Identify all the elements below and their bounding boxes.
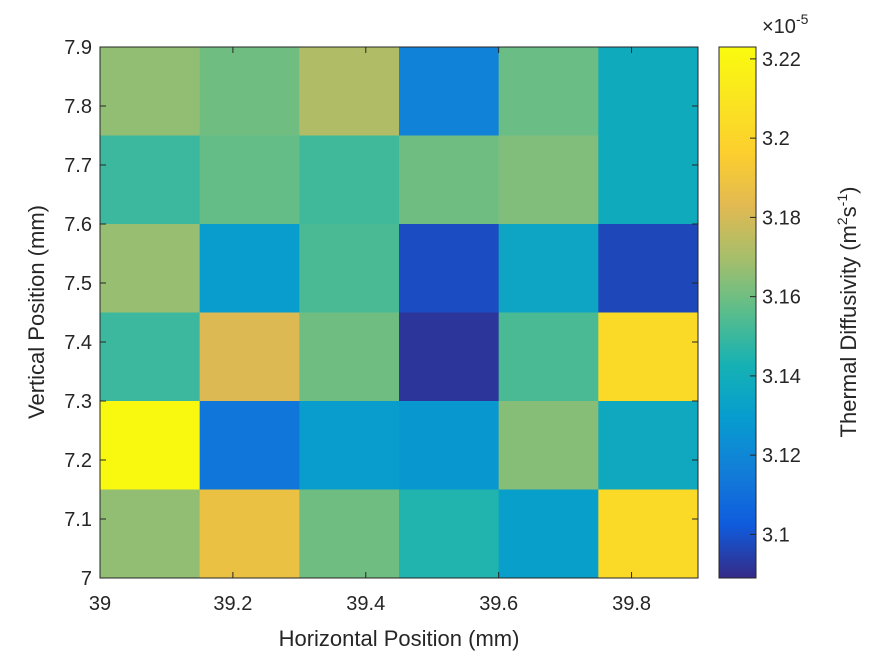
heatmap-cell — [498, 135, 599, 225]
heatmap-cell — [299, 312, 400, 402]
heatmap-cell — [498, 401, 599, 490]
x-tick-label: 39 — [89, 593, 111, 615]
heatmap-cell — [399, 401, 500, 490]
y-tick-label: 7.8 — [64, 96, 92, 118]
heatmap-cell — [299, 401, 400, 490]
y-tick-label: 7.5 — [64, 273, 92, 295]
heatmap-cell — [598, 135, 699, 225]
heatmap-cell — [199, 489, 300, 579]
y-tick-label: 7.4 — [64, 332, 92, 354]
heatmap-cell — [100, 135, 201, 225]
heatmap-cell — [598, 224, 699, 313]
colorbar-multiplier: ×10-5 — [762, 11, 809, 38]
y-tick-label: 7.9 — [64, 37, 92, 59]
x-tick-label: 39.8 — [612, 593, 651, 615]
y-axis-title: Vertical Position (mm) — [24, 205, 49, 419]
heatmap-cell — [199, 224, 300, 313]
heatmap-cell — [199, 312, 300, 402]
heatmap-cell — [299, 135, 400, 225]
x-tick-label: 39.4 — [346, 593, 385, 615]
y-tick-label: 7.1 — [64, 509, 92, 531]
heatmap-cell — [199, 401, 300, 490]
heatmap-cell — [399, 135, 500, 225]
heatmap-cell — [100, 312, 201, 402]
heatmap-cell — [299, 489, 400, 579]
heatmap-cell — [299, 47, 400, 136]
colorbar-tick-label: 3.18 — [762, 207, 801, 229]
colorbar-label: Thermal Diffusivity (m2s-1) — [834, 187, 861, 438]
y-axis-ticks: 7 7.1 7.2 7.3 7.4 7.5 7.6 7.7 7.8 7.9 — [64, 37, 698, 590]
colorbar — [718, 46, 757, 579]
heatmap-cell — [598, 47, 699, 136]
y-tick-label: 7.3 — [64, 391, 92, 413]
heatmap-cell — [598, 489, 699, 579]
plot-frame — [99, 46, 699, 579]
heatmap-cell — [498, 312, 599, 402]
heatmap-cell — [399, 489, 500, 579]
y-tick-label: 7.6 — [64, 214, 92, 236]
colorbar-tick-label: 3.14 — [762, 366, 801, 388]
heatmap-cell — [299, 224, 400, 313]
y-tick-label: 7 — [81, 568, 92, 590]
colorbar-tick-label: 3.22 — [762, 49, 801, 71]
heatmap-cell — [399, 224, 500, 313]
colorbar-ticks: 3.1 3.12 3.14 3.16 3.18 3.2 3.22 — [750, 49, 801, 546]
heatmap-cell — [598, 401, 699, 490]
x-tick-label: 39.6 — [479, 593, 518, 615]
heatmap-cells — [100, 47, 699, 579]
colorbar-tick-label: 3.12 — [762, 445, 801, 467]
heatmap-cell — [100, 401, 201, 490]
heatmap-cell — [100, 224, 201, 313]
heatmap-cell — [498, 224, 599, 313]
heatmap-cell — [598, 312, 699, 402]
colorbar-tick-label: 3.2 — [762, 128, 790, 150]
heatmap-cell — [100, 489, 201, 579]
x-axis-title: Horizontal Position (mm) — [279, 626, 520, 651]
colorbar-tick-label: 3.16 — [762, 287, 801, 309]
heatmap-cell — [199, 47, 300, 136]
x-tick-label: 39.2 — [213, 593, 252, 615]
heatmap-cell — [199, 135, 300, 225]
x-axis-ticks: 39 39.2 39.4 39.6 39.8 — [89, 47, 651, 615]
heatmap-cell — [399, 312, 500, 402]
y-tick-label: 7.2 — [64, 450, 92, 472]
heatmap-cell — [100, 47, 201, 136]
heatmap-cell — [498, 47, 599, 136]
heatmap-cell — [399, 47, 500, 136]
heatmap-cell — [498, 489, 599, 579]
colorbar-tick-label: 3.1 — [762, 524, 790, 546]
y-tick-label: 7.7 — [64, 155, 92, 177]
